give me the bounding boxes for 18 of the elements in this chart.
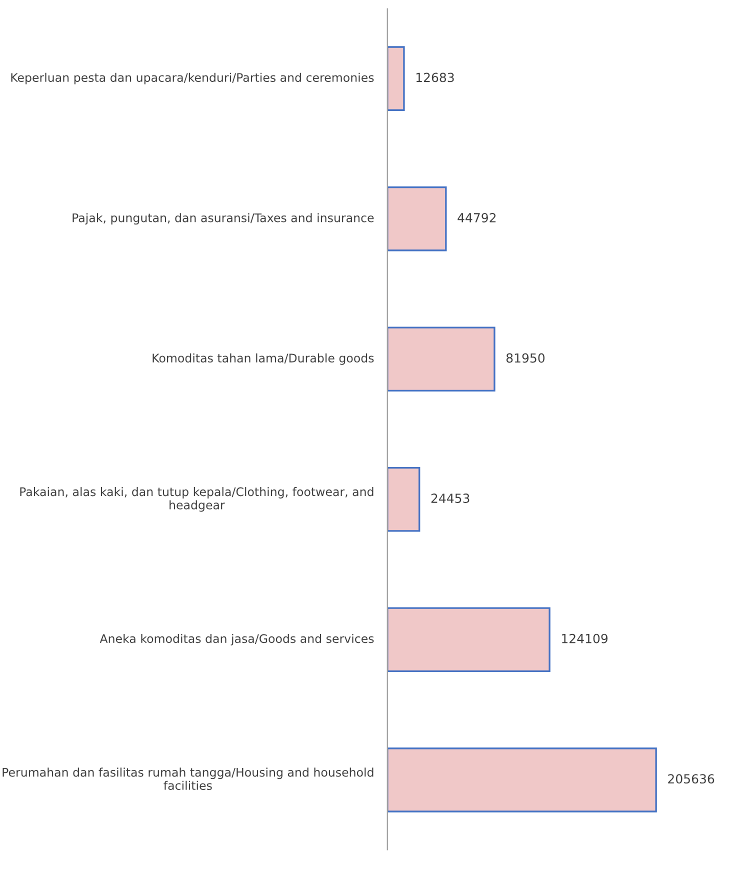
bar (387, 326, 496, 392)
data-label: 81950 (506, 353, 545, 363)
data-label: 205636 (668, 774, 714, 784)
data-label: 124109 (562, 634, 608, 644)
bar (387, 46, 405, 111)
bar (387, 466, 420, 532)
bar (387, 607, 550, 672)
bar (387, 186, 447, 252)
data-label: 12683 (416, 72, 454, 82)
data-label: 44792 (458, 212, 496, 222)
y-tick-label: Perumahan dan fasilitas rumah tangga/Housing and household facilities (2, 768, 374, 790)
y-tick-label: Keperluan pesta dan upacara/kenduri/Parties and ceremonies (11, 72, 374, 84)
data-label: 24453 (431, 494, 470, 504)
y-tick-label: Komoditas tahan lama/Durable goods (152, 353, 374, 365)
y-tick-label: Aneka komoditas dan jasa/Goods and services (100, 634, 374, 646)
y-tick-label: Pakaian, alas kaki, dan tutup kepala/Clothing, footwear, and headgear (20, 487, 374, 512)
bar (387, 748, 657, 812)
y-tick-label: Pajak, pungutan, dan asuransi/Taxes and insurance (72, 213, 374, 225)
